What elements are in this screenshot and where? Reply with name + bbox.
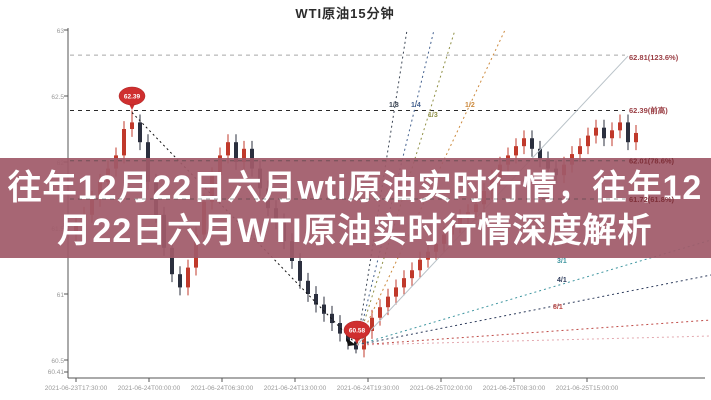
gann-fan-line [356, 239, 711, 346]
fan-label-8-1: 8/1 [553, 304, 563, 311]
gann-fan-line [356, 319, 711, 346]
x-tick-label: 2021-06-25T15:00:00 [556, 385, 619, 392]
fan-label-1-4: 1/4 [411, 102, 421, 109]
x-tick-label: 2021-06-25T02:00:00 [410, 385, 473, 392]
gann-fan-line [356, 29, 435, 346]
x-tick-label: 2021-06-25T08:30:00 [483, 385, 546, 392]
candle-body [178, 274, 182, 288]
candle-body [186, 267, 190, 288]
y-tick-label: 63 [57, 28, 65, 35]
level-label-78-6: 62.01(78.6%) [629, 157, 675, 166]
candle-body [402, 278, 406, 288]
banner-title-line2: 月22日六月WTI原油实时行情深度解析 [57, 212, 652, 250]
x-tick-label: 2021-06-24T13:00:00 [264, 385, 327, 392]
x-tick-label: 2021-06-24T19:30:00 [337, 385, 400, 392]
candle-body [578, 146, 582, 155]
gann-fan-line [356, 335, 711, 346]
candle-body [514, 146, 518, 156]
high-marker-label: 62.39 [124, 94, 141, 101]
candle-body [586, 135, 590, 147]
candle-body [530, 138, 534, 149]
y-min-label: 60.41 [48, 369, 65, 376]
x-tick-label: 2021-06-24T06:30:00 [191, 385, 254, 392]
y-tick-label: 60.5 [51, 358, 64, 365]
candle-body [346, 333, 350, 342]
candle-body [618, 122, 622, 131]
candle-body [298, 261, 302, 281]
fan-label-1-2: 1/2 [465, 102, 475, 109]
gann-fan-line [356, 29, 408, 346]
candle-body [626, 122, 630, 143]
level-label-123-6: 62.81(123.6%) [629, 53, 679, 62]
low-marker-balloon [343, 320, 371, 340]
gann-fan-line [356, 274, 711, 346]
candle-body [314, 294, 318, 305]
candle-body [130, 122, 134, 129]
candle-body [602, 127, 606, 139]
candle-body [522, 138, 526, 147]
candle-body [418, 259, 422, 271]
candle-body [242, 148, 246, 162]
candle-body [322, 304, 326, 314]
candle-body [306, 280, 310, 294]
candle-body [362, 330, 366, 350]
candle-body [338, 323, 342, 334]
candle-body [394, 287, 398, 297]
candle-body [610, 130, 614, 139]
high-marker: 62.39 [118, 86, 146, 110]
candle-body [170, 247, 174, 275]
fan-label-1-8: 1/8 [389, 102, 399, 109]
high-marker-balloon [118, 86, 146, 106]
banner-background [0, 158, 711, 258]
fan-label-1-3: 1/3 [428, 112, 438, 119]
fan-label-4-1: 4/1 [557, 277, 567, 284]
level-label-61-8: 61.72(61.8%) [629, 195, 675, 204]
candle-body [538, 148, 542, 160]
banner: 往年12月22日六月wti原油实时行情，往年12 月22日六月WTI原油实时行情… [0, 158, 711, 258]
candle-body [330, 313, 334, 324]
low-marker: 60.58 [343, 320, 371, 346]
y-tick-label: 62.5 [51, 94, 64, 101]
low-marker-label: 60.58 [349, 328, 366, 335]
level-label-prev-high: 62.39(前高) [629, 105, 668, 115]
candle-body [138, 122, 142, 143]
candle-body [226, 142, 230, 156]
candle-body [370, 317, 374, 331]
levels-over-banner: 62.01(78.6%) 61.72(61.8%) [70, 157, 675, 204]
x-tick-label: 2021-06-24T00:00:00 [118, 385, 181, 392]
chart-title: WTI原油15分钟 [295, 6, 394, 21]
candle-body [122, 129, 126, 156]
low-point-arrow-icon [346, 338, 356, 346]
candle-body [234, 142, 238, 162]
candle-body [634, 132, 638, 143]
banner-title-line1: 往年12月22日六月wti原油实时行情，往年12 [8, 169, 703, 207]
x-tick-label: 2021-06-23T17:30:00 [45, 385, 108, 392]
y-tick-label: 61 [57, 292, 65, 299]
candle-body [386, 296, 390, 308]
candle-body [594, 127, 598, 136]
gann-fan-line [356, 29, 506, 346]
candle-body [410, 270, 414, 279]
fan-label-3-1: 3/1 [557, 258, 567, 265]
candle-body [354, 341, 358, 350]
candle-body [378, 307, 382, 318]
